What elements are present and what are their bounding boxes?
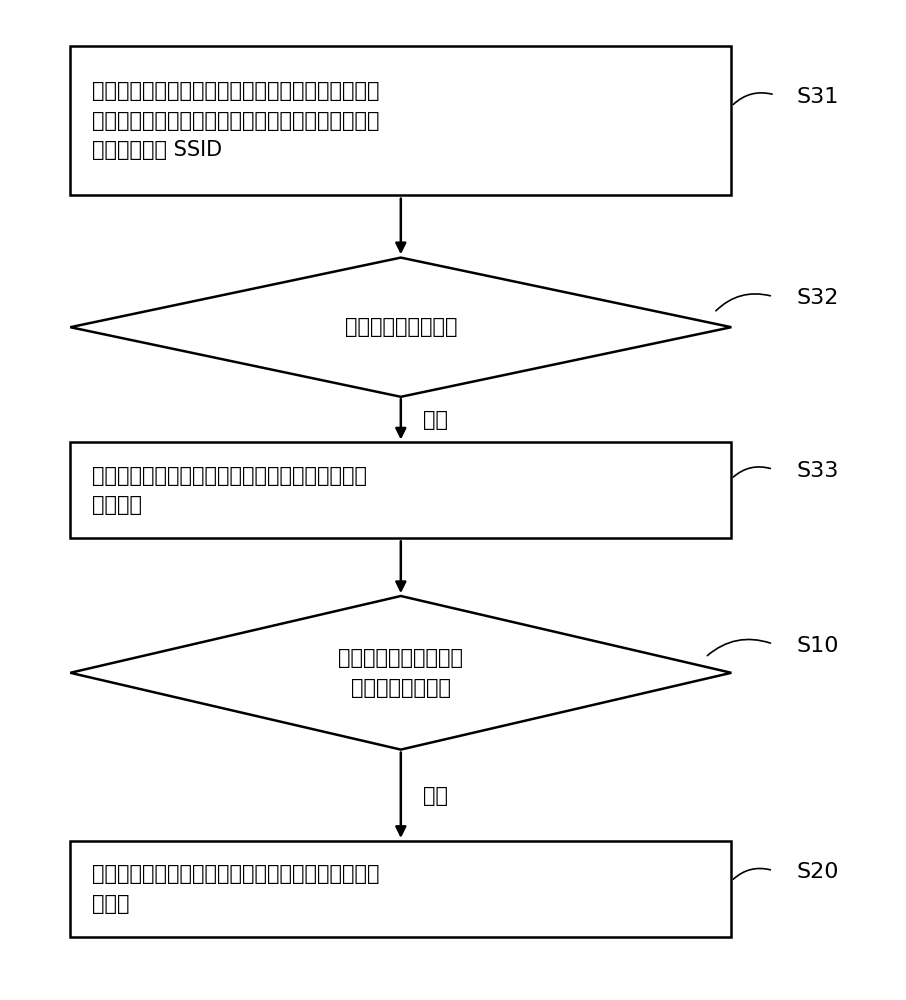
- Text: S10: S10: [796, 636, 839, 656]
- Text: 服务器校验用户标识: 服务器校验用户标识: [344, 317, 457, 337]
- Text: S33: S33: [796, 461, 839, 481]
- Bar: [71, 841, 731, 937]
- Bar: [71, 442, 731, 538]
- Text: 无线接入设备放行待配网设备，实现待配网设备的自
动配网: 无线接入设备放行待配网设备，实现待配网设备的自 动配网: [92, 864, 380, 914]
- Bar: [71, 46, 731, 195]
- Text: 服务器接收无线接入设备发送的验证码请求，所述验
证码请求中包括用户标识、待配网设备标识、无线接
入设备标识及 SSID: 服务器接收无线接入设备发送的验证码请求，所述验 证码请求中包括用户标识、待配网设…: [92, 81, 380, 160]
- Text: 服务器接收待配网设备经由无线接入设备转发的设
备验证码: 服务器接收待配网设备经由无线接入设备转发的设 备验证码: [92, 466, 367, 515]
- Text: 成功: 成功: [422, 410, 448, 430]
- Text: S20: S20: [796, 862, 839, 882]
- Text: S32: S32: [796, 288, 839, 308]
- Text: S31: S31: [796, 87, 839, 107]
- Polygon shape: [71, 258, 731, 397]
- Text: 服务器认证待配网设备
是否符合配网条件: 服务器认证待配网设备 是否符合配网条件: [338, 648, 463, 698]
- Text: 符合: 符合: [422, 786, 448, 806]
- Polygon shape: [71, 596, 731, 750]
